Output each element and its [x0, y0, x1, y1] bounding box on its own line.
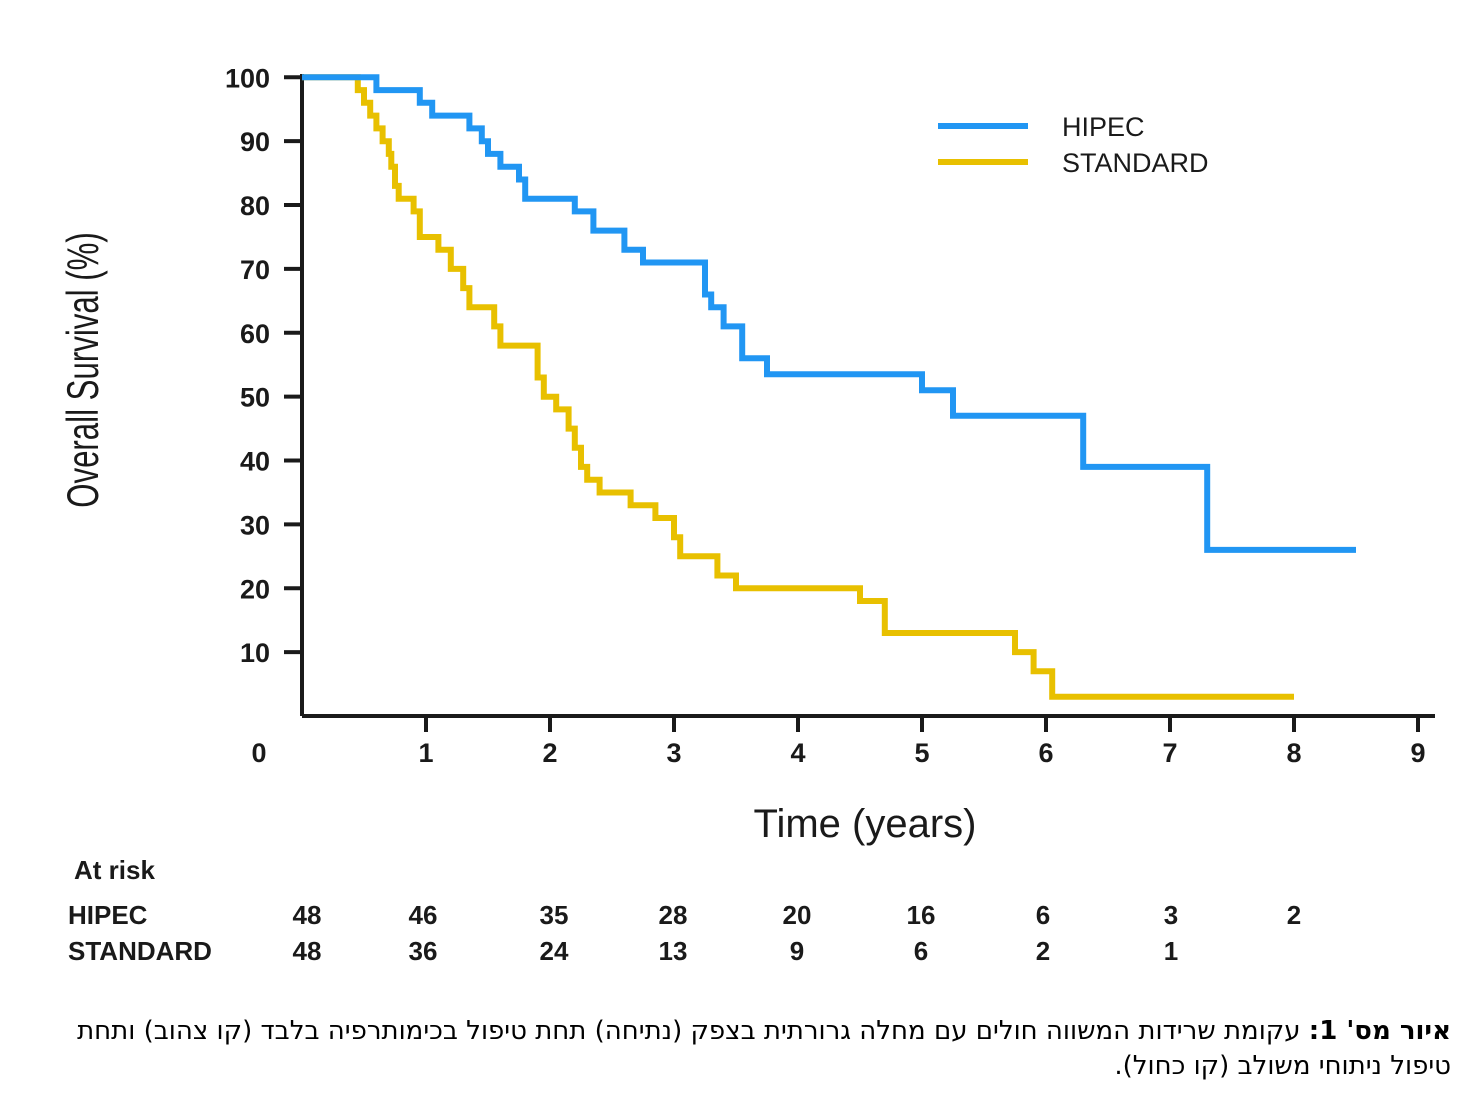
- at-risk-value: 48: [293, 936, 322, 966]
- y-tick-label: 90: [240, 127, 270, 157]
- y-tick-label: 60: [240, 319, 270, 349]
- at-risk-value: 16: [907, 900, 936, 930]
- y-tick-label: 100: [225, 63, 270, 93]
- x-tick-label: 6: [1038, 738, 1053, 768]
- series-line-hipec: [302, 74, 1356, 553]
- at-risk-value: 3: [1164, 900, 1178, 930]
- x-tick-label: 3: [666, 738, 681, 768]
- x-tick-label: 7: [1162, 738, 1177, 768]
- at-risk-value: 2: [1036, 936, 1050, 966]
- y-tick-label: 70: [240, 255, 270, 285]
- x-tick-label: 8: [1286, 738, 1301, 768]
- x-axis-title: Time (years): [754, 802, 977, 846]
- at-risk-value: 2: [1287, 900, 1301, 930]
- legend-label-standard: STANDARD: [1062, 148, 1209, 178]
- caption-text: עקומת שרידות המשווה חולים עם מחלה גרורתי…: [77, 1016, 1451, 1081]
- at-risk-value: 35: [540, 900, 569, 930]
- chart-axes: [300, 74, 1435, 718]
- at-risk-value: 36: [409, 936, 438, 966]
- at-risk-value: 20: [783, 900, 812, 930]
- at-risk-value: 6: [914, 936, 928, 966]
- at-risk-value: 1: [1164, 936, 1178, 966]
- y-axis-title: Overall Survival (%): [59, 232, 109, 508]
- y-tick-label: 80: [240, 191, 270, 221]
- at-risk-value: 48: [293, 900, 322, 930]
- at-risk-title: At risk: [74, 855, 155, 885]
- x-tick-label: 9: [1410, 738, 1425, 768]
- at-risk-value: 9: [790, 936, 804, 966]
- series-line-standard: [302, 74, 1294, 700]
- y-tick-label: 10: [240, 638, 270, 668]
- figure-caption: איור מס' 1: עקומת שרידות המשווה חולים עם…: [60, 1014, 1451, 1084]
- at-risk-value: 24: [540, 936, 569, 966]
- y-tick-label: 20: [240, 574, 270, 604]
- at-risk-value: 46: [409, 900, 438, 930]
- x-tick-label: 2: [542, 738, 557, 768]
- at-risk-value: 13: [659, 936, 688, 966]
- at-risk-row-label: HIPEC: [68, 900, 148, 930]
- y-tick-label: 30: [240, 510, 270, 540]
- caption-label: איור מס' 1:: [1308, 1016, 1451, 1046]
- at-risk-row-label: STANDARD: [68, 936, 212, 966]
- y-tick-label: 40: [240, 447, 270, 477]
- chart-legend: HIPEC STANDARD: [938, 112, 1209, 178]
- survival-chart: 10 20 30 40 50 60 70 80 90 100 0 1 2 3 4 5 6 7 8 9 Overall …: [59, 63, 1435, 966]
- x-tick-label: 1: [418, 738, 433, 768]
- x-tick-label: 0: [251, 738, 266, 768]
- x-tick-label: 4: [790, 738, 805, 768]
- legend-label-hipec: HIPEC: [1062, 112, 1145, 142]
- at-risk-value: 6: [1036, 900, 1050, 930]
- y-tick-label: 50: [240, 383, 270, 413]
- at-risk-value: 28: [659, 900, 688, 930]
- x-tick-label: 5: [914, 738, 929, 768]
